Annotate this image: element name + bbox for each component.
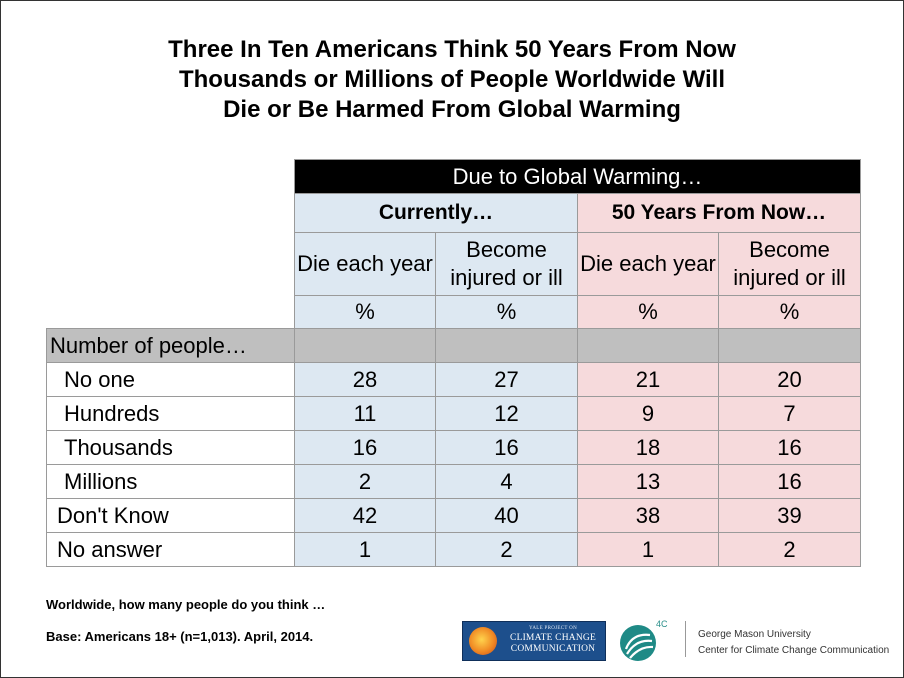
- section-cell: [435, 328, 578, 363]
- value-cell: 38: [577, 498, 719, 533]
- value-cell: 1: [577, 532, 719, 567]
- unit-cell: %: [577, 295, 719, 329]
- value-cell: 2: [718, 532, 861, 567]
- row-label: Millions: [46, 464, 295, 499]
- value-cell: 18: [577, 430, 719, 465]
- group-header-row: Currently… 50 Years From Now…: [46, 193, 861, 233]
- value-cell: 16: [435, 430, 578, 465]
- ypccc-logo: YALE PROJECT ON CLIMATE CHANGE COMMUNICA…: [462, 621, 606, 661]
- value-cell: 16: [718, 430, 861, 465]
- ypccc-logo-line-3: COMMUNICATION: [510, 644, 596, 654]
- header-band: Due to Global Warming…: [294, 159, 861, 194]
- group-blank-cell: [46, 193, 295, 233]
- table-row: Thousands 16 16 18 16: [46, 430, 861, 465]
- title-line-1: Three In Ten Americans Think 50 Years Fr…: [168, 36, 736, 63]
- value-cell: 21: [577, 362, 719, 397]
- column-header-row: Die each year Become injured or ill Die …: [46, 232, 861, 296]
- value-cell: 1: [294, 532, 436, 567]
- value-cell: 27: [435, 362, 578, 397]
- table-row: Millions 2 4 13 16: [46, 464, 861, 499]
- value-cell: 9: [577, 396, 719, 431]
- column-header: Become injured or ill: [718, 232, 861, 296]
- row-label: Thousands: [46, 430, 295, 465]
- group-currently: Currently…: [294, 193, 578, 233]
- value-cell: 4: [435, 464, 578, 499]
- value-cell: 13: [577, 464, 719, 499]
- table-row: No answer 1 2 1 2: [46, 532, 861, 567]
- table-row: No one 28 27 21 20: [46, 362, 861, 397]
- swirl-logo-icon: [620, 625, 656, 661]
- base-note: Base: Americans 18+ (n=1,013). April, 20…: [46, 629, 314, 644]
- gmu-line-1: George Mason University: [698, 629, 811, 640]
- ypccc-logo-line-2: CLIMATE CHANGE: [510, 633, 596, 643]
- ypccc-logo-line-1: YALE PROJECT ON: [528, 626, 578, 631]
- section-cell: [718, 328, 861, 363]
- value-cell: 12: [435, 396, 578, 431]
- gmu-logo-text: George Mason University Center for Clima…: [698, 627, 889, 659]
- chart-title: Three In Ten Americans Think 50 Years Fr…: [1, 35, 903, 125]
- sun-icon: [469, 627, 497, 655]
- four-c-label: 4C: [656, 619, 668, 629]
- section-cell: [294, 328, 436, 363]
- table-row: Don't Know 42 40 38 39: [46, 498, 861, 533]
- value-cell: 16: [718, 464, 861, 499]
- value-cell: 42: [294, 498, 436, 533]
- value-cell: 2: [435, 532, 578, 567]
- data-table: Due to Global Warming… Currently… 50 Yea…: [46, 159, 861, 567]
- row-label: No answer: [46, 532, 295, 567]
- value-cell: 20: [718, 362, 861, 397]
- section-row: Number of people…: [46, 328, 861, 363]
- unit-blank-cell: [46, 295, 295, 329]
- value-cell: 40: [435, 498, 578, 533]
- question-note: Worldwide, how many people do you think …: [46, 597, 326, 612]
- column-header: Die each year: [294, 232, 436, 296]
- colhead-blank-cell: [46, 232, 295, 296]
- unit-row: % % % %: [46, 295, 861, 329]
- four-c-logo: 4C: [618, 619, 676, 663]
- section-cell: [577, 328, 719, 363]
- header-blank-cell: [46, 159, 295, 194]
- column-header: Become injured or ill: [435, 232, 578, 296]
- value-cell: 11: [294, 396, 436, 431]
- value-cell: 28: [294, 362, 436, 397]
- value-cell: 16: [294, 430, 436, 465]
- table-row: Hundreds 11 12 9 7: [46, 396, 861, 431]
- value-cell: 7: [718, 396, 861, 431]
- title-line-3: Die or Be Harmed From Global Warming: [223, 96, 681, 123]
- value-cell: 2: [294, 464, 436, 499]
- row-label: Hundreds: [46, 396, 295, 431]
- title-line-2: Thousands or Millions of People Worldwid…: [178, 66, 726, 93]
- row-label: Don't Know: [46, 498, 295, 533]
- row-label: No one: [46, 362, 295, 397]
- section-label: Number of people…: [46, 328, 295, 363]
- column-header: Die each year: [577, 232, 719, 296]
- value-cell: 39: [718, 498, 861, 533]
- gmu-line-2: Center for Climate Change Communication: [698, 645, 890, 656]
- unit-cell: %: [435, 295, 578, 329]
- unit-cell: %: [294, 295, 436, 329]
- group-50-years: 50 Years From Now…: [577, 193, 861, 233]
- logo-divider: [685, 621, 686, 657]
- unit-cell: %: [718, 295, 861, 329]
- header-band-row: Due to Global Warming…: [46, 159, 861, 194]
